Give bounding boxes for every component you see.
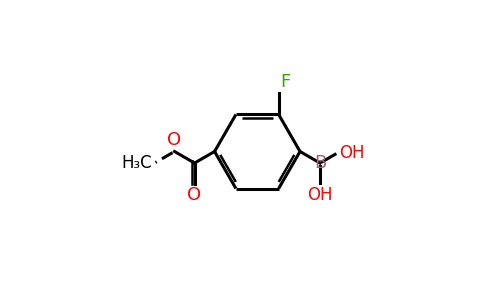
Text: OH: OH bbox=[339, 144, 364, 162]
Text: H₃C: H₃C bbox=[121, 154, 152, 172]
Text: B: B bbox=[314, 154, 326, 172]
Text: OH: OH bbox=[307, 186, 333, 204]
Text: F: F bbox=[280, 74, 290, 92]
Text: O: O bbox=[167, 131, 182, 149]
Text: O: O bbox=[187, 186, 202, 204]
